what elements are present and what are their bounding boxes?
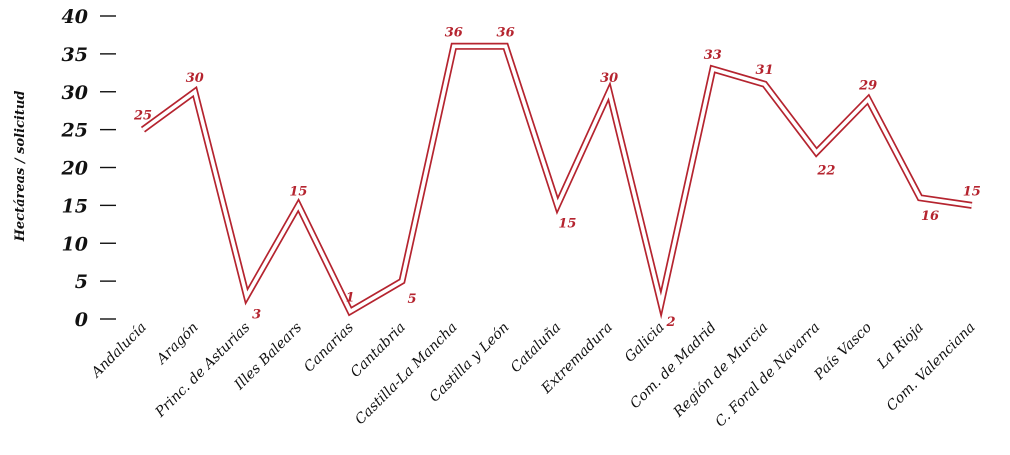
data-label: 31 bbox=[756, 63, 774, 78]
data-label: 36 bbox=[497, 25, 515, 40]
x-category-label: Región de Murcia bbox=[670, 320, 772, 422]
x-category-label: Aragón bbox=[152, 320, 201, 369]
data-label: 36 bbox=[445, 25, 463, 40]
data-label: 29 bbox=[858, 78, 877, 93]
data-label: 3 bbox=[252, 307, 261, 322]
x-category-label: Galicia bbox=[622, 320, 668, 366]
x-category-label: La Rioja bbox=[874, 320, 927, 373]
y-tick-label: 5 bbox=[75, 271, 88, 293]
y-tick-label: 30 bbox=[62, 82, 88, 104]
x-category-label: Castilla-La Mancha bbox=[352, 320, 460, 428]
data-label: 30 bbox=[186, 71, 204, 86]
series-line-group bbox=[140, 42, 973, 320]
data-label: 15 bbox=[289, 184, 307, 199]
data-label: 15 bbox=[963, 184, 981, 199]
data-label: 15 bbox=[558, 216, 576, 231]
y-tick-label: 25 bbox=[61, 120, 88, 142]
y-axis-title: Hectáreas / solicitud bbox=[13, 91, 28, 243]
y-axis: 0 5 10 15 20 25 30 35 40 bbox=[61, 6, 116, 331]
data-label: 25 bbox=[133, 109, 152, 124]
series-line-inner bbox=[141, 44, 973, 314]
x-category-label: C. Foral de Navarra bbox=[712, 320, 823, 431]
x-category-label: Com. de Madrid bbox=[627, 319, 720, 412]
data-label: 1 bbox=[346, 290, 355, 305]
series-line-outer bbox=[140, 42, 973, 320]
data-label: 30 bbox=[600, 71, 618, 86]
y-tick-label: 20 bbox=[61, 158, 88, 180]
data-label: 5 bbox=[407, 292, 416, 307]
x-category-label: Princ. de Asturias bbox=[152, 320, 254, 422]
data-label: 22 bbox=[816, 163, 835, 178]
y-tick-label: 40 bbox=[62, 6, 88, 28]
y-tick-label: 0 bbox=[75, 309, 88, 331]
y-tick-label: 35 bbox=[62, 44, 88, 66]
x-category-label: Andalucía bbox=[87, 320, 150, 383]
y-tick-label: 10 bbox=[62, 233, 88, 255]
x-category-label: Com. Valenciana bbox=[884, 320, 979, 415]
y-tick-label: 15 bbox=[62, 195, 88, 217]
data-label: 16 bbox=[921, 209, 939, 224]
data-label: 2 bbox=[665, 315, 675, 330]
data-label: 33 bbox=[704, 48, 722, 63]
